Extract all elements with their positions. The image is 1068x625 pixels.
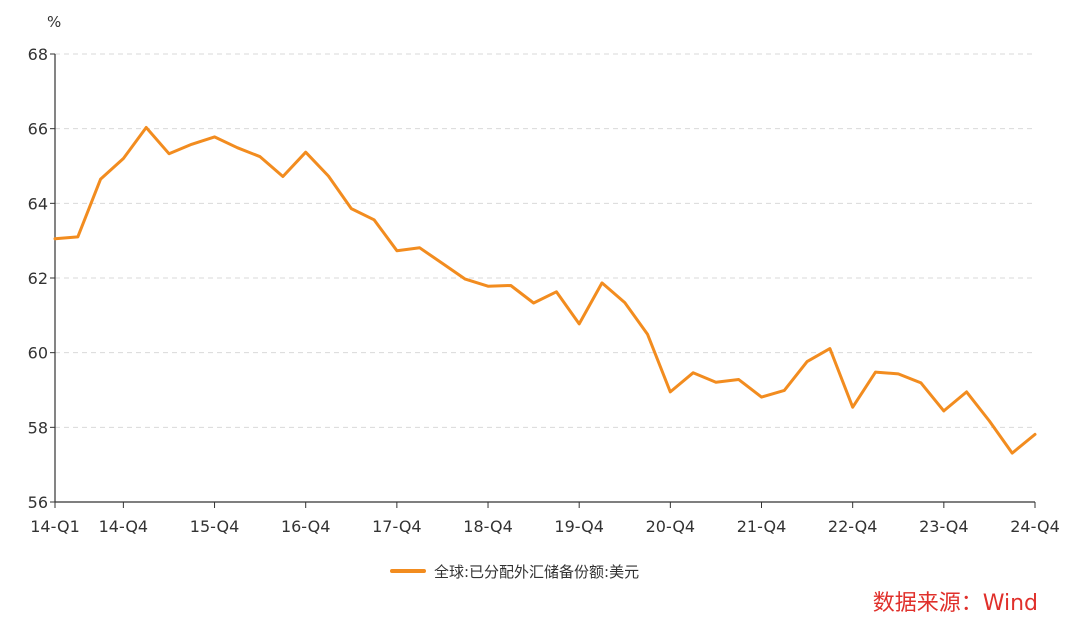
x-tick-label: 17-Q4: [372, 517, 422, 536]
x-tick-label: 18-Q4: [463, 517, 513, 536]
x-tick-label: 23-Q4: [919, 517, 969, 536]
y-axis-unit: %: [47, 13, 61, 31]
legend-swatch: [390, 569, 426, 573]
x-tick-label: 19-Q4: [554, 517, 604, 536]
data-source-note: 数据来源：Wind: [872, 591, 1038, 616]
legend: 全球:已分配外汇储备份额:美元: [390, 560, 639, 582]
y-tick-label: 58: [28, 418, 48, 437]
legend-label: 全球:已分配外汇储备份额:美元: [434, 562, 640, 581]
y-tick-label: 68: [28, 45, 48, 64]
y-axis-ticks: 56 58 60 62 64 66 68: [28, 45, 55, 512]
x-tick-label: 14-Q4: [99, 517, 149, 536]
x-tick-label: 14-Q1: [30, 517, 80, 536]
y-tick-label: 64: [28, 194, 48, 213]
x-tick-label: 21-Q4: [737, 517, 787, 536]
y-tick-label: 66: [28, 120, 48, 139]
x-tick-label: 22-Q4: [828, 517, 878, 536]
x-axis-ticks: 14-Q1 14-Q4 15-Q4 16-Q4 17-Q4 18-Q4 19-Q4 20-Q4…: [30, 502, 1060, 536]
series-line-usd-share: [53, 126, 1037, 455]
x-tick-label: 24-Q4: [1010, 517, 1060, 536]
x-tick-label: 15-Q4: [190, 517, 240, 536]
line-chart: 56 58 60 62 64 66 68 14-Q1 14-Q4 15-Q4 16-Q4 17-Q4…: [28, 13, 1060, 536]
y-tick-label: 60: [28, 344, 48, 363]
gridlines: [55, 53, 1035, 428]
y-tick-label: 56: [28, 493, 48, 512]
x-tick-label: 20-Q4: [646, 517, 696, 536]
y-tick-label: 62: [28, 269, 48, 288]
x-tick-label: 16-Q4: [281, 517, 331, 536]
